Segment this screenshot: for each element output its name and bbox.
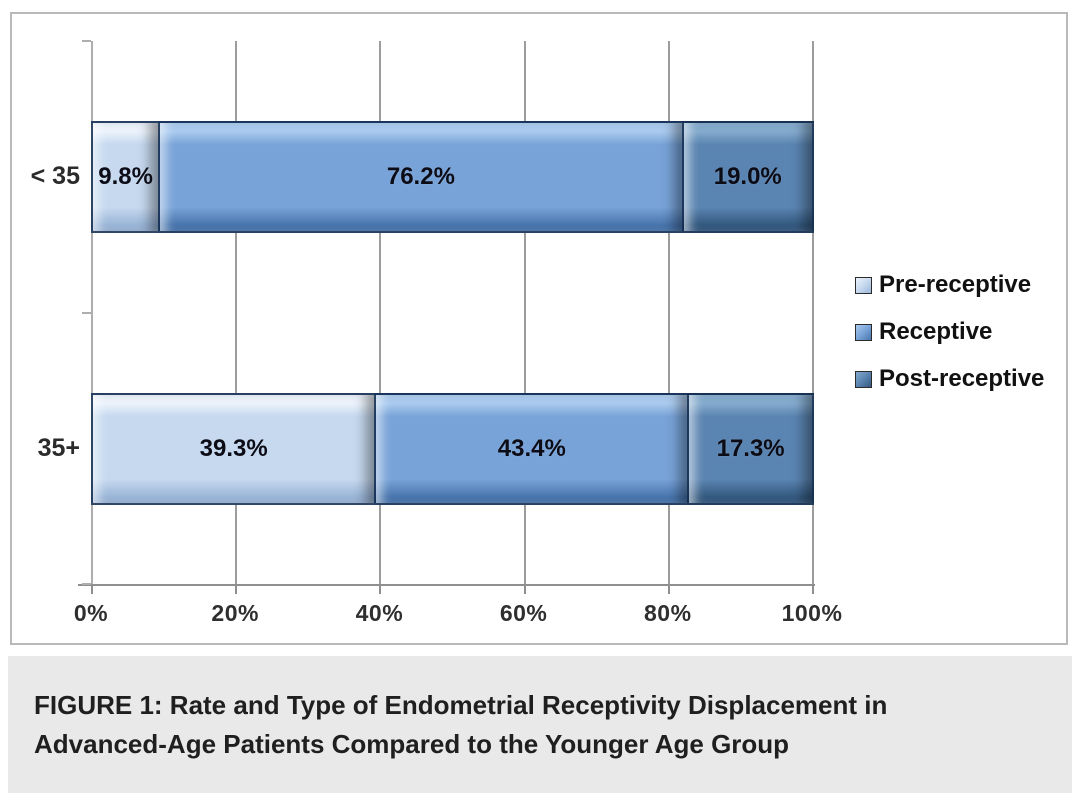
legend-swatch-icon <box>855 323 872 341</box>
bar-segment-post-receptive: 17.3% <box>687 392 814 505</box>
y-axis-line <box>91 41 93 584</box>
vertical-gridline <box>812 41 814 584</box>
legend-swatch-icon <box>855 370 872 388</box>
x-axis-tick <box>379 584 382 594</box>
legend-label: Post-receptive <box>879 365 1045 392</box>
legend-item-receptive: Receptive <box>855 317 1044 347</box>
x-axis-tick-label: 80% <box>644 600 692 626</box>
x-axis-tick-label: 100% <box>781 600 843 626</box>
vertical-gridline <box>523 41 526 584</box>
chart-legend: Pre-receptive Receptive Post-receptive <box>855 270 1044 394</box>
x-axis-tick-label: 40% <box>355 600 404 626</box>
x-axis-tick-label: 0% <box>73 600 109 626</box>
bar-segment-pre-receptive: 39.3% <box>91 392 377 505</box>
vertical-gridline <box>235 41 238 584</box>
bar-segment-value-label: 9.8% <box>98 163 153 190</box>
bar-segment-value-label: 17.3% <box>716 434 785 462</box>
figure-chart-panel: 0% 20% 40% 60% 80% 100% < 35 9.8% 76.2% 19.0% 35+ 3… <box>10 12 1068 645</box>
figure-caption-panel: FIGURE 1: Rate and Type of Endometrial R… <box>8 656 1072 793</box>
category-label: < 35 <box>30 162 80 190</box>
y-axis-tick <box>82 583 91 585</box>
figure-caption: FIGURE 1: Rate and Type of Endometrial R… <box>34 690 888 759</box>
bar-segment-value-label: 76.2% <box>386 163 455 190</box>
legend-label: Receptive <box>879 318 993 345</box>
y-axis-tick <box>82 312 91 314</box>
legend-label: Pre-receptive <box>879 271 1032 298</box>
y-axis-tick <box>82 40 91 42</box>
x-axis-tick <box>91 584 93 594</box>
bar-segment-pre-receptive: 9.8% <box>91 121 161 233</box>
x-axis-tick <box>812 584 814 594</box>
vertical-gridline <box>667 41 670 584</box>
x-axis-tick <box>523 584 526 594</box>
bar-segment-post-receptive: 19.0% <box>681 121 814 233</box>
bar-segment-value-label: 39.3% <box>199 434 268 462</box>
category-label: 35+ <box>37 433 80 462</box>
x-axis-tick-label: 20% <box>211 600 259 626</box>
bar-segment-receptive: 43.4% <box>374 392 690 505</box>
x-axis-tick-label: 60% <box>499 600 548 626</box>
legend-item-post-receptive: Post-receptive <box>855 364 1044 394</box>
bar-segment-value-label: 19.0% <box>713 163 782 190</box>
x-axis-line <box>78 584 815 586</box>
x-axis-tick <box>667 584 670 594</box>
vertical-gridline <box>379 41 382 584</box>
stacked-bar-chart: 0% 20% 40% 60% 80% 100% < 35 9.8% 76.2% 19.0% 35+ 3… <box>12 14 1066 643</box>
legend-item-pre-receptive: Pre-receptive <box>855 270 1044 300</box>
x-axis-tick <box>235 584 238 594</box>
bar-segment-receptive: 76.2% <box>158 121 684 233</box>
bar-segment-value-label: 43.4% <box>497 434 566 462</box>
legend-swatch-icon <box>855 276 872 294</box>
